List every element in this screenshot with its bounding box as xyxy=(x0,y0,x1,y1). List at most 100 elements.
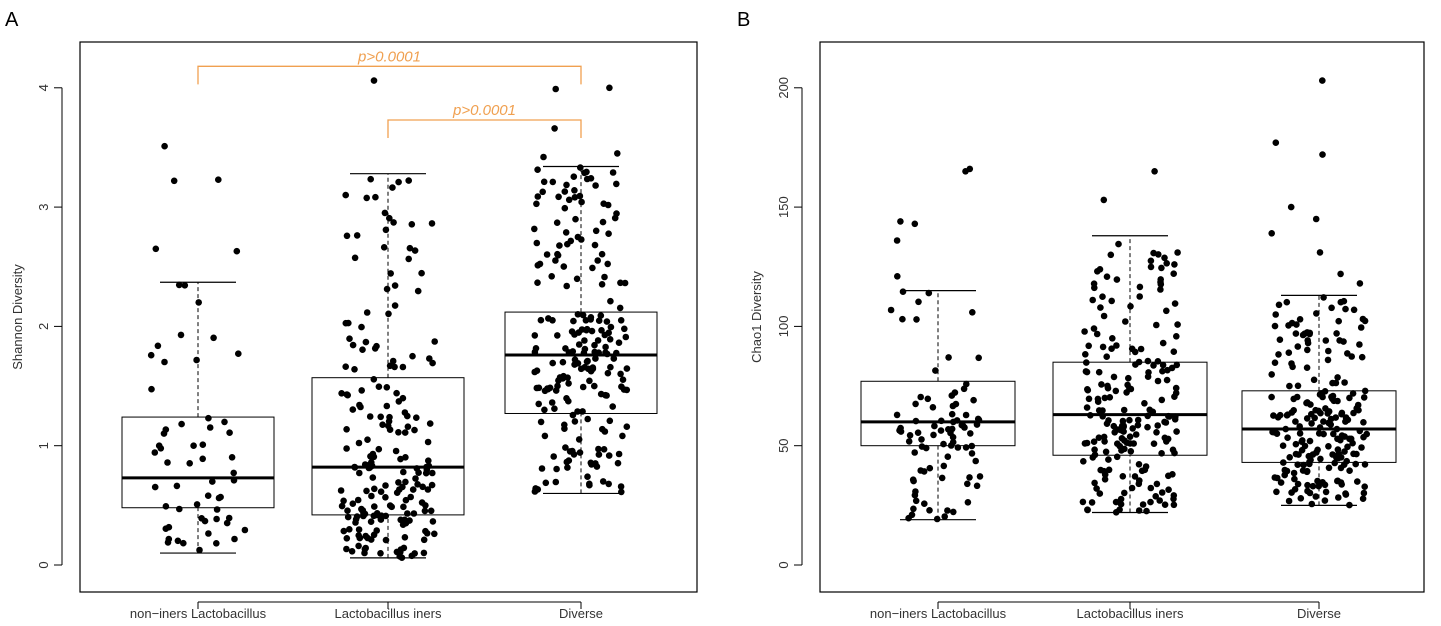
data-point xyxy=(1300,461,1307,469)
data-point xyxy=(566,448,574,455)
data-point xyxy=(343,535,351,542)
data-point xyxy=(429,469,436,477)
data-point xyxy=(940,440,947,448)
data-point xyxy=(161,358,168,366)
data-point xyxy=(1158,396,1166,404)
data-point xyxy=(1334,435,1341,443)
data-point xyxy=(592,355,599,362)
data-point xyxy=(164,459,171,466)
data-point xyxy=(1099,413,1106,420)
data-point xyxy=(586,480,593,488)
data-point xyxy=(241,526,249,534)
data-point xyxy=(911,449,918,456)
data-point xyxy=(556,242,563,249)
data-point xyxy=(395,178,402,186)
data-point xyxy=(345,319,352,327)
data-point xyxy=(383,402,391,410)
data-point xyxy=(941,513,948,520)
outlier-point xyxy=(894,273,901,280)
box-iqr xyxy=(1241,390,1397,463)
data-point xyxy=(550,453,557,460)
data-point xyxy=(607,323,615,331)
data-point xyxy=(586,377,593,385)
data-point xyxy=(1080,458,1087,465)
data-point xyxy=(1088,499,1096,506)
data-point xyxy=(559,358,567,366)
data-point xyxy=(567,237,575,245)
data-point xyxy=(395,429,402,436)
data-point xyxy=(962,411,970,419)
data-point xyxy=(1083,439,1091,447)
data-point xyxy=(414,481,421,488)
data-point xyxy=(1128,484,1136,492)
data-point xyxy=(1322,488,1330,496)
data-point xyxy=(599,425,606,433)
data-point xyxy=(1304,337,1311,344)
data-point xyxy=(1097,304,1104,311)
data-point xyxy=(1120,422,1127,430)
data-point xyxy=(377,413,385,421)
data-point xyxy=(355,439,363,447)
data-point xyxy=(205,414,212,422)
y-tick-label: 2 xyxy=(36,323,51,330)
data-point xyxy=(420,536,428,544)
data-point xyxy=(920,468,928,475)
data-point xyxy=(364,436,371,444)
data-point xyxy=(413,414,420,422)
data-point xyxy=(424,438,432,446)
data-point xyxy=(367,518,375,525)
data-point xyxy=(1361,461,1369,468)
data-point xyxy=(1147,257,1155,265)
data-point xyxy=(1163,376,1171,384)
data-point xyxy=(204,492,212,500)
data-point xyxy=(615,450,623,458)
data-point xyxy=(387,270,395,277)
data-point xyxy=(1147,263,1155,271)
data-point xyxy=(571,418,579,425)
data-point xyxy=(1316,424,1324,431)
data-point xyxy=(418,269,425,277)
data-point xyxy=(1358,353,1366,361)
data-point xyxy=(591,382,598,390)
data-point xyxy=(571,194,579,201)
data-point xyxy=(1357,324,1365,331)
data-point xyxy=(926,507,933,514)
data-point xyxy=(1292,330,1300,337)
data-point xyxy=(393,389,400,397)
data-point xyxy=(386,362,394,370)
data-point xyxy=(553,219,561,226)
chart-b-svg: B 0 50 100 150 200 Chao1 Diversity non−iners La… xyxy=(737,9,1425,621)
data-point xyxy=(1291,486,1299,493)
data-point xyxy=(913,316,920,323)
data-point xyxy=(225,514,233,522)
data-point xyxy=(1359,495,1367,503)
data-point xyxy=(1274,414,1282,421)
data-point xyxy=(348,548,356,555)
data-point xyxy=(431,338,439,345)
data-point xyxy=(1296,423,1303,430)
data-point xyxy=(899,288,907,296)
data-point xyxy=(1108,297,1115,305)
data-point xyxy=(574,311,582,318)
outlier-point xyxy=(966,165,974,173)
data-point xyxy=(402,496,410,504)
significance-bracket xyxy=(387,119,582,139)
data-point xyxy=(592,182,599,189)
data-point xyxy=(373,510,381,517)
data-point xyxy=(1348,353,1355,360)
data-point xyxy=(1303,415,1311,422)
data-point xyxy=(949,402,957,410)
data-point xyxy=(1116,442,1124,450)
data-point xyxy=(621,325,628,333)
data-point xyxy=(1321,497,1329,504)
data-point xyxy=(1095,407,1103,414)
outlier-point xyxy=(370,77,378,84)
data-point xyxy=(1273,488,1280,496)
data-point xyxy=(607,297,614,305)
plot-frame xyxy=(819,41,1425,593)
data-point xyxy=(562,345,569,352)
data-point xyxy=(1116,506,1123,513)
data-point xyxy=(401,429,409,436)
data-point xyxy=(924,395,932,403)
data-point xyxy=(534,193,542,200)
